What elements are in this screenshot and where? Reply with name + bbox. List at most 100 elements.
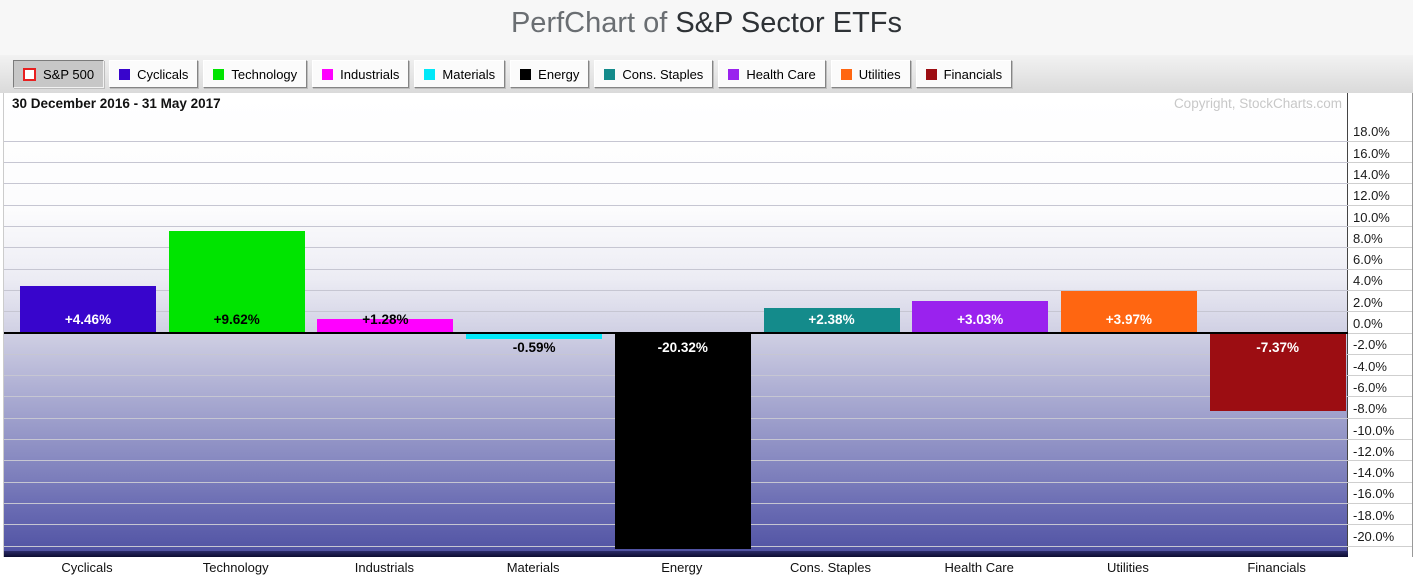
gridline [1348, 460, 1412, 462]
y-tick-label: -18.0% [1353, 507, 1395, 523]
legend-button-cyclicals[interactable]: Cyclicals [109, 60, 199, 88]
y-tick-label: -16.0% [1353, 486, 1395, 502]
legend-button-label: Cons. Staples [622, 66, 704, 82]
y-tick-label: -10.0% [1353, 422, 1395, 438]
gridline [1348, 396, 1412, 398]
y-tick-label: -6.0% [1353, 379, 1387, 395]
bar-value-label: -20.32% [657, 340, 708, 355]
legend-button-label: Technology [231, 66, 298, 82]
gridline [1348, 439, 1412, 440]
cyclicals-swatch-icon [119, 68, 131, 80]
y-tick-label: 16.0% [1353, 145, 1390, 161]
legend-button-industrials[interactable]: Industrials [312, 60, 410, 88]
gridline [1348, 545, 1412, 547]
y-tick-label: 12.0% [1353, 188, 1390, 204]
bar-energy[interactable] [614, 333, 751, 550]
zero-line [4, 332, 1348, 334]
gridline [4, 204, 1348, 206]
chart-area: 30 December 2016 - 31 May 2017 Copyright… [0, 93, 1413, 557]
gridline [1348, 332, 1412, 334]
utilities-swatch-icon [840, 68, 852, 80]
bar-industrials[interactable] [317, 319, 454, 333]
bar-cyclicals[interactable] [20, 285, 156, 333]
page-title-prefix: PerfChart of [510, 7, 668, 39]
gridline [1348, 289, 1412, 291]
legend-button-label: S&P 500 [43, 66, 95, 82]
legend-bar: S&P 500 Cyclicals Technology Industrials Mat… [0, 55, 1413, 93]
y-tick-label: -4.0% [1353, 358, 1387, 374]
plot-area: 30 December 2016 - 31 May 2017 Copyright… [3, 93, 1348, 557]
x-axis-label: Cyclicals [61, 560, 113, 575]
legend-button-cons-staples[interactable]: Cons. Staples [594, 60, 714, 88]
gridline [4, 268, 1348, 270]
x-axis-label: Health Care [944, 560, 1014, 575]
legend-button-health-care[interactable]: Health Care [718, 60, 826, 88]
gridline [4, 289, 1348, 291]
y-tick-label: -14.0% [1353, 465, 1395, 481]
bar-value-label: +2.38% [808, 312, 855, 327]
y-axis: 18.0% 16.0% 14.0% 12.0% 10.0% 8.0% 6.0% 4.0% 2.0… [1347, 93, 1413, 557]
legend-button-label: Industrials [340, 66, 400, 82]
x-axis-label: Utilities [1106, 560, 1149, 575]
gridline [1348, 226, 1412, 227]
financials-swatch-icon [925, 68, 937, 80]
gridline [1348, 375, 1412, 377]
legend-button-label: Health Care [746, 66, 816, 82]
bar-value-label: +9.62% [213, 312, 260, 327]
bar-health-care[interactable] [912, 300, 1049, 333]
gridline [4, 140, 1348, 142]
legend-button-label: Utilities [858, 66, 901, 82]
page-title: PerfChart of S&P Sector ETFs [0, 0, 1413, 55]
y-tick-label: 18.0% [1353, 124, 1390, 140]
y-tick-label: 0.0% [1353, 316, 1383, 331]
legend-button-technology[interactable]: Technology [203, 60, 308, 88]
gridline [1348, 502, 1412, 504]
gridline [4, 183, 1348, 185]
bar-value-label: +1.28% [362, 312, 409, 327]
legend-button-sp500[interactable]: S&P 500 [13, 60, 105, 88]
date-range-label: 30 December 2016 - 31 May 2017 [12, 96, 221, 111]
sp500-swatch-icon [23, 67, 36, 81]
gridline [1348, 162, 1412, 164]
copyright-label: Copyright, StockCharts.com [1173, 96, 1342, 111]
x-axis-label: Cons. Staples [790, 560, 871, 575]
health-care-swatch-icon [728, 68, 740, 80]
legend-button-label: Cyclicals [137, 66, 189, 82]
gridline [4, 226, 1348, 227]
materials-swatch-icon [424, 68, 436, 80]
y-tick-label: -20.0% [1353, 529, 1395, 544]
y-tick-label: -8.0% [1353, 401, 1387, 417]
bar-utilities[interactable] [1060, 290, 1197, 333]
bar-cons-staples[interactable] [763, 307, 900, 333]
energy-swatch-icon [520, 68, 532, 80]
gridline [4, 311, 1348, 313]
gridline [1348, 311, 1412, 313]
y-tick-label: 2.0% [1353, 294, 1383, 310]
page-title-main: S&P Sector ETFs [675, 7, 903, 39]
gridline [4, 247, 1348, 249]
y-tick-label: -12.0% [1353, 443, 1395, 459]
gridline [1348, 247, 1412, 249]
legend-button-utilities[interactable]: Utilities [830, 60, 911, 88]
legend-button-materials[interactable]: Materials [414, 60, 506, 88]
x-axis-label: Technology [202, 560, 269, 575]
bar-materials[interactable] [466, 333, 603, 340]
bar-financials[interactable] [1209, 333, 1346, 412]
legend-button-label: Energy [538, 66, 580, 82]
bar-value-label: +3.97% [1105, 312, 1152, 327]
legend-button-financials[interactable]: Financials [915, 60, 1013, 88]
gridline [1348, 353, 1412, 355]
plot-bottom-edge [4, 551, 1348, 557]
y-tick-label: 14.0% [1353, 166, 1390, 182]
legend-button-energy[interactable]: Energy [510, 60, 590, 88]
x-axis-label: Energy [661, 560, 703, 575]
x-axis-label: Financials [1247, 560, 1306, 575]
gridline [1348, 183, 1412, 185]
legend-button-label: Materials [442, 66, 496, 82]
y-tick-label: 8.0% [1353, 230, 1383, 246]
cons-staples-swatch-icon [604, 68, 616, 80]
x-axis-label: Materials [506, 560, 560, 575]
y-tick-label: 4.0% [1353, 273, 1383, 289]
bar-technology[interactable] [168, 230, 305, 333]
gridline [1348, 417, 1412, 419]
